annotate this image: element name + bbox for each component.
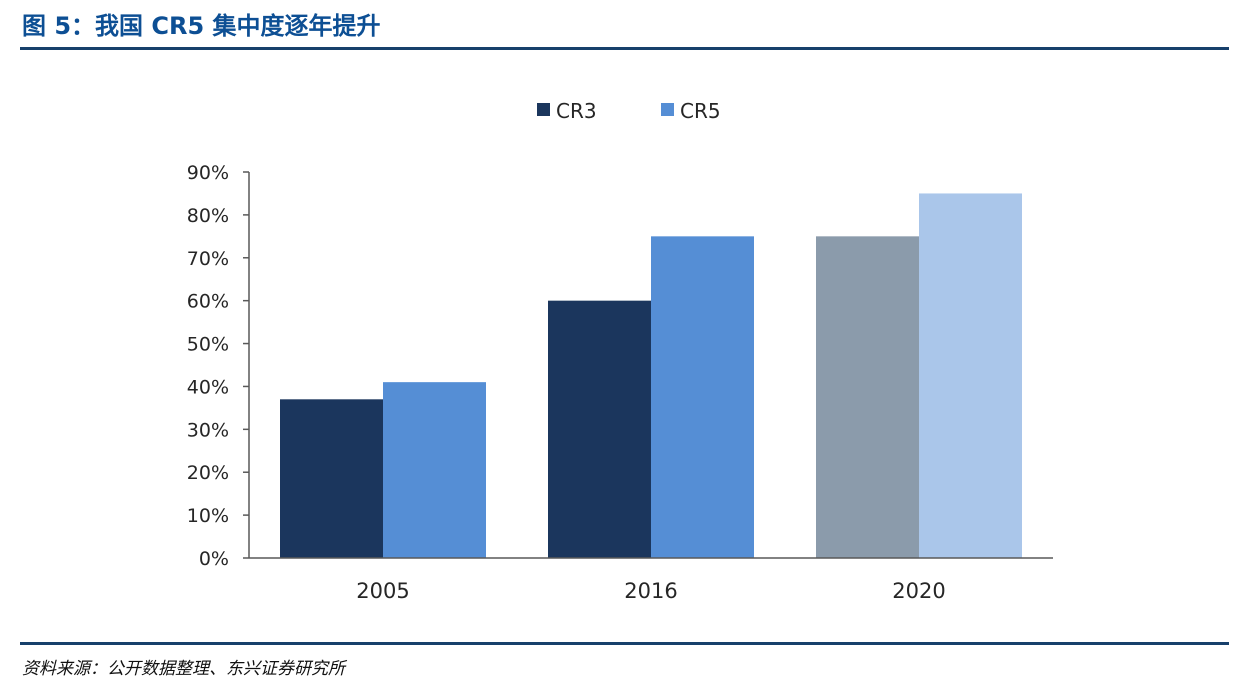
legend-swatch-cr5	[661, 103, 674, 116]
x-category-label: 2020	[892, 579, 945, 603]
bar-cr5-2016	[651, 236, 754, 559]
y-tick-label: 50%	[187, 334, 229, 356]
y-tick-label: 80%	[187, 205, 229, 227]
y-tick-label: 20%	[187, 462, 229, 484]
y-tick-label: 10%	[187, 505, 229, 527]
bar-cr3-2005	[280, 399, 383, 558]
bar-chart: CR3 CR5 0% 10% 20% 30% 40% 50% 60% 70% 80% 90% 200…	[187, 99, 1053, 603]
bar-cr3-2016	[548, 300, 651, 558]
bar-cr3-2020	[816, 236, 919, 559]
source-note: 资料来源：公开数据整理、东兴证券研究所	[22, 659, 345, 679]
x-category-label: 2005	[356, 579, 409, 603]
legend-label-cr5: CR5	[680, 99, 721, 123]
bar-cr5-2005	[383, 382, 486, 558]
y-tick-label: 0%	[199, 548, 229, 570]
legend-label-cr3: CR3	[556, 99, 597, 123]
legend-swatch-cr3	[537, 103, 550, 116]
chart-legend: CR3 CR5	[537, 99, 721, 123]
y-tick-label: 70%	[187, 248, 229, 270]
bar-cr5-2020	[919, 193, 1022, 558]
bar-group	[280, 193, 1022, 559]
y-axis: 0% 10% 20% 30% 40% 50% 60% 70% 80% 90%	[187, 162, 250, 570]
source-rule	[20, 642, 1229, 645]
y-tick-label: 40%	[187, 376, 229, 398]
x-category-label: 2016	[624, 579, 677, 603]
y-tick-label: 60%	[187, 291, 229, 313]
y-tick-label: 30%	[187, 419, 229, 441]
y-tick-label: 90%	[187, 162, 229, 184]
title-rule	[20, 47, 1229, 50]
figure-title: 图 5：我国 CR5 集中度逐年提升	[22, 12, 381, 40]
x-axis: 2005 2016 2020	[249, 557, 1053, 603]
